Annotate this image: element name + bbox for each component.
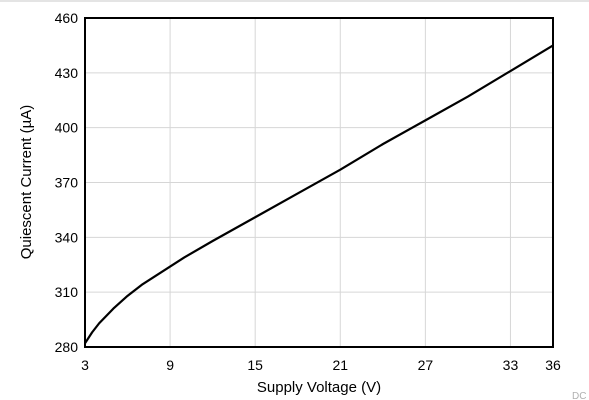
y-tick-label: 340	[55, 229, 79, 245]
x-tick-label: 15	[247, 357, 263, 373]
series-line	[84, 44, 554, 344]
y-tick-label: 370	[55, 175, 79, 191]
plot-frame	[84, 17, 554, 348]
x-tick-label: 21	[332, 357, 348, 373]
x-tick-label: 9	[166, 357, 174, 373]
x-tick-label: 33	[503, 357, 519, 373]
y-tick-label: 430	[55, 65, 79, 81]
watermark: DC_S	[572, 391, 589, 400]
x-tick-label: 3	[81, 357, 89, 373]
y-tick-label: 310	[55, 284, 79, 300]
y-axis-title: Quiescent Current (µA)	[18, 105, 35, 260]
y-tick-labels: 280 310 340 370 400 430 460	[55, 10, 79, 355]
y-tick-label: 280	[55, 339, 79, 355]
x-axis-title: Supply Voltage (V)	[257, 379, 381, 396]
x-tick-label: 36	[545, 357, 561, 373]
y-tick-label: 460	[55, 10, 79, 26]
x-tick-label: 27	[418, 357, 434, 373]
x-tick-labels: 3 9 15 21 27 33 36	[81, 357, 561, 373]
y-tick-label: 400	[55, 120, 79, 136]
